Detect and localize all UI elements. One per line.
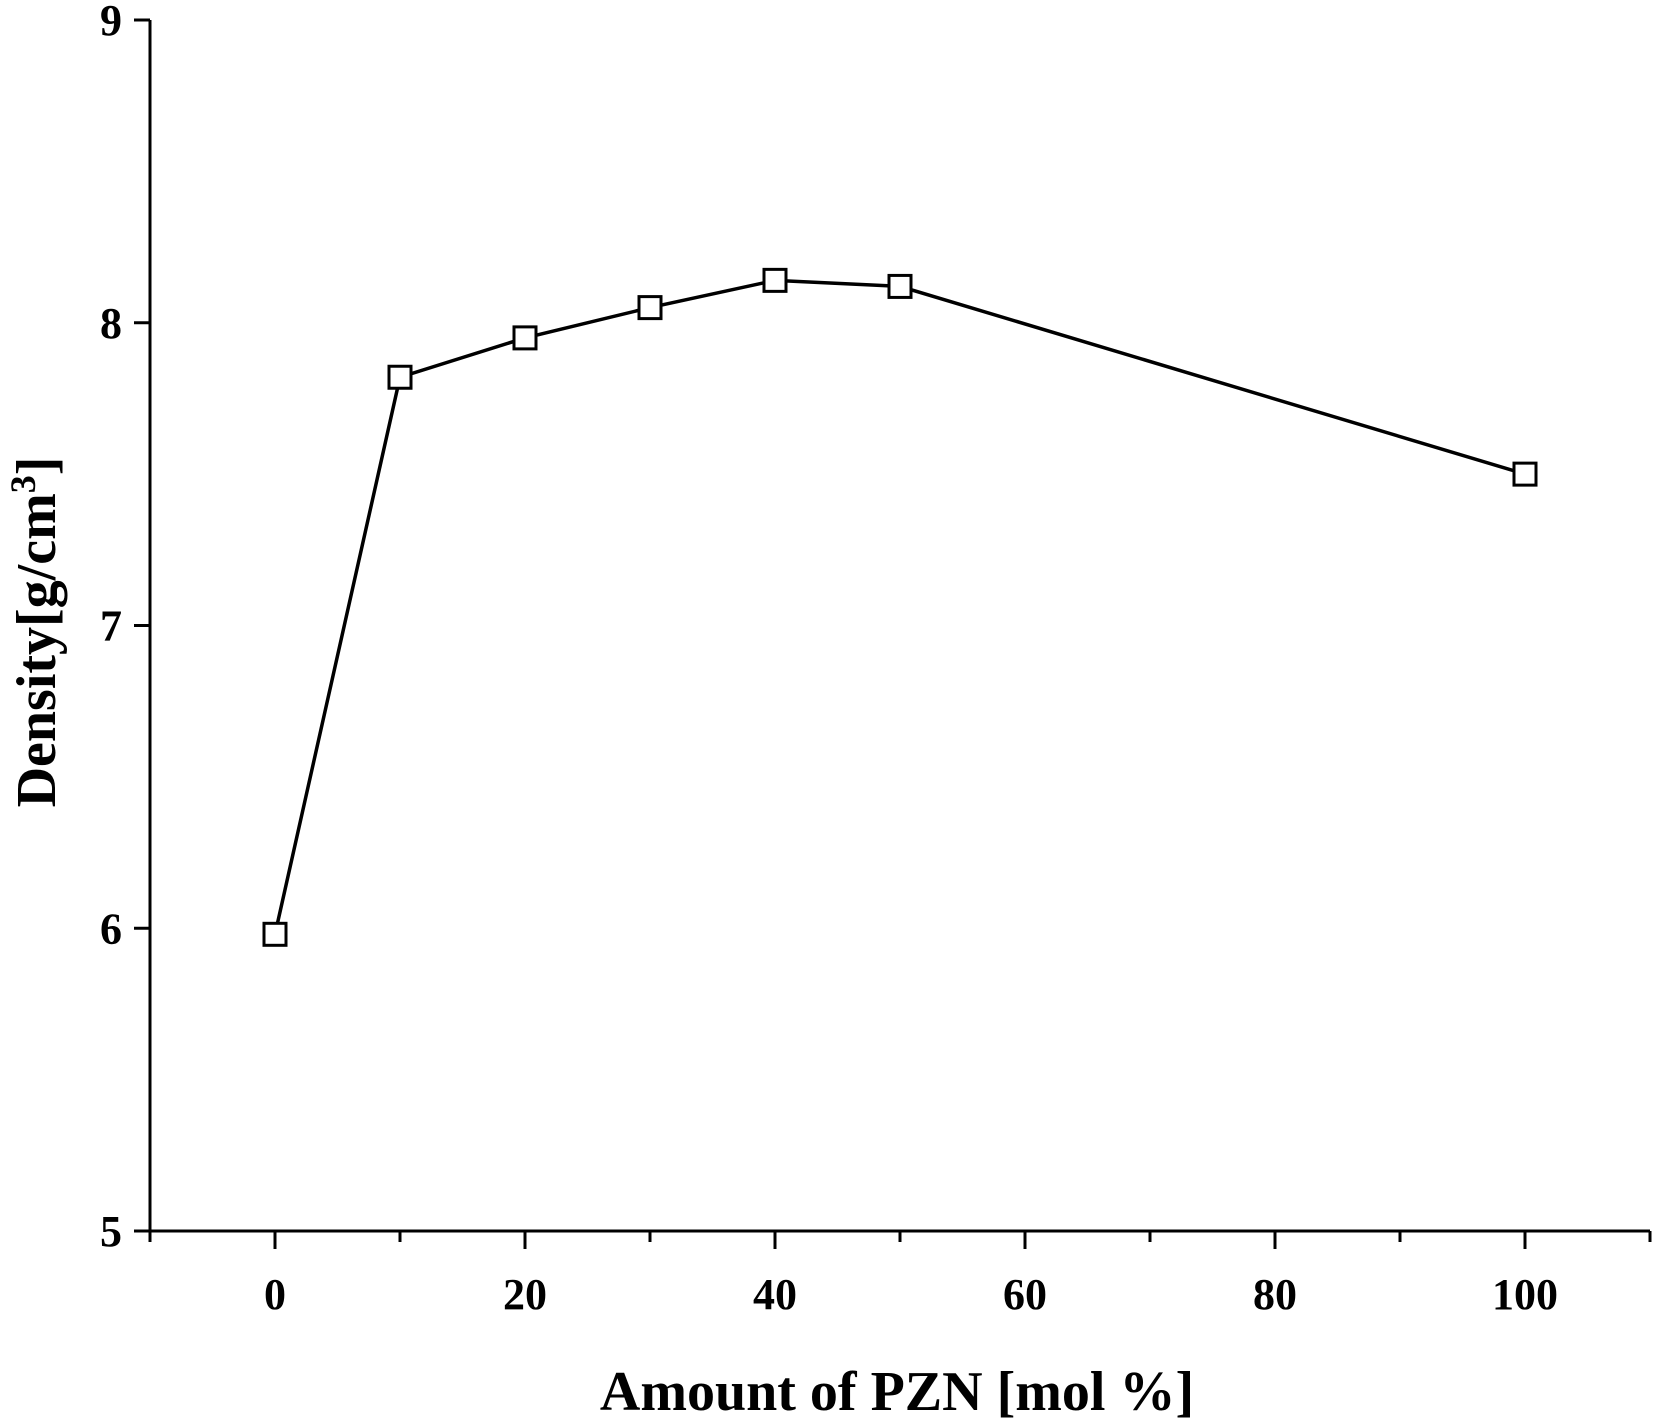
ticks: 5 6 7 8 9 0 20 40 60 80 100 (100, 0, 1652, 1319)
series (262, 267, 1538, 947)
y-tick-label-7: 7 (100, 602, 122, 651)
y-tick-label-5: 5 (100, 1207, 122, 1256)
y-tick-label-9: 9 (100, 0, 122, 45)
y-axis-title-main: Density[g/cm (6, 493, 68, 807)
x-tick-label-0: 0 (264, 1270, 286, 1319)
data-point-30 (637, 295, 663, 321)
x-tick-label-60: 60 (1003, 1270, 1047, 1319)
y-tick-label-8: 8 (100, 299, 122, 348)
data-point-20 (512, 325, 538, 351)
y-axis-title-end: ] (6, 457, 68, 476)
data-point-0 (262, 921, 288, 947)
axes (148, 20, 1650, 1233)
x-tick-label-20: 20 (503, 1270, 547, 1319)
x-axis-title: Amount of PZN [mol %] (600, 1361, 1194, 1423)
y-axis-title: Density[g/cm3] (3, 457, 68, 808)
x-tick-label-80: 80 (1253, 1270, 1297, 1319)
data-point-10 (387, 364, 413, 390)
data-point-100 (1512, 461, 1538, 487)
data-point-50 (887, 273, 913, 299)
labels: Amount of PZN [mol %] Density[g/cm3] (3, 457, 1194, 1423)
series-line-0 (273, 278, 1526, 935)
y-axis-title-superscript: 3 (3, 475, 43, 493)
data-point-40 (762, 267, 788, 293)
x-tick-label-100: 100 (1492, 1270, 1558, 1319)
y-tick-label-6: 6 (100, 904, 122, 953)
x-tick-label-40: 40 (753, 1270, 797, 1319)
